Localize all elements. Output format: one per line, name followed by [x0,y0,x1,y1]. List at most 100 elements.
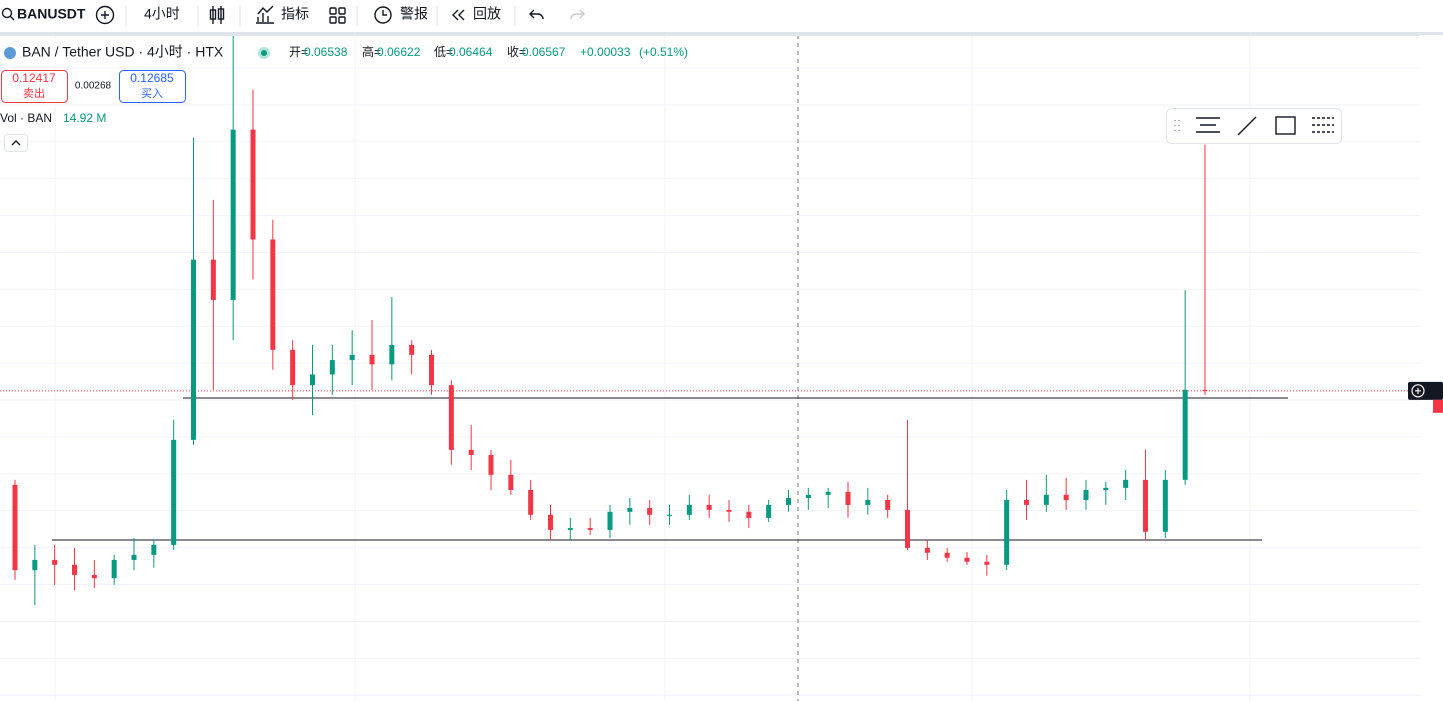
candle-icon [217,8,225,20]
candle-body [1083,489,1089,501]
candle-body [528,489,534,515]
replay-button[interactable]: 回放 [452,6,501,22]
add-symbol[interactable] [95,5,115,25]
fib-tool[interactable] [1312,117,1334,133]
candle-body [290,349,296,386]
candle-body [329,360,335,375]
candle-body [270,239,276,350]
candle-body [250,129,256,240]
add-icon [95,5,115,25]
drag-handle[interactable] [1174,120,1180,131]
add-order-icon [1411,384,1425,398]
candle-body [805,494,811,499]
search-icon [1,7,13,19]
drawing-toolbar [1166,108,1342,144]
add-icon [101,11,109,19]
candle-body [667,514,672,516]
undo-button[interactable] [529,9,544,20]
candle-body [349,354,355,361]
replay-icon [452,9,465,21]
candle-body [567,528,573,530]
candle-body [230,129,236,300]
candle-body [786,498,791,505]
candle-body [1043,494,1049,505]
interval[interactable]: 4小时 [144,6,180,22]
candle-body [210,259,216,300]
candle-body [746,511,752,518]
volume-value: 14.92 M [63,111,106,125]
candle-body [409,344,415,355]
candle-body [72,564,77,575]
add-order-icon [1415,387,1421,394]
chart-style[interactable] [209,6,225,24]
candle-body [448,385,454,450]
candle-body [131,554,137,560]
last-price-tag [1433,399,1443,413]
legend: BAN / Tether USD · 4小时 · HTX 开= 0.06538 … [4,44,688,60]
redo-button[interactable] [570,9,585,20]
candle-body [1123,479,1129,488]
alert-icon [374,6,392,24]
open-value: 0.06538 [304,45,348,59]
layout-icon [329,7,337,15]
candle-body [627,508,633,512]
volume-label: Vol · BAN [0,111,52,125]
candle-body [845,491,851,505]
alert-icon [382,10,387,16]
sell-box [1,70,68,103]
buy-button[interactable]: 0.12685 买入 [119,70,186,103]
candle-body [1103,487,1109,490]
candle-body [191,259,196,440]
open-label: 开= [289,45,308,59]
candle-body [548,514,553,530]
collapse-button[interactable] [4,134,28,152]
layouts-button[interactable] [329,7,346,24]
candle-body [706,504,712,510]
high-value: 0.06622 [377,45,421,59]
candle-icon [209,9,217,20]
candle-body [825,491,831,495]
price-axis [1420,35,1443,701]
drawing-toolbar-box [1166,108,1342,144]
buy-price: 0.12685 [130,71,174,85]
candle-body [310,374,315,386]
candle-body [429,354,434,386]
low-label: 低= [434,45,453,59]
candle-body [111,559,117,579]
rectangle-tool[interactable] [1275,116,1296,135]
status-dot [261,50,267,56]
layout-icon [338,16,346,24]
candle-body [1162,479,1168,532]
collapse-box [4,134,28,152]
horizontal-lines-tool[interactable] [1196,117,1220,133]
legend-title: BAN / Tether USD · 4小时 · HTX [22,44,224,60]
high-label: 高= [362,44,381,59]
price-marker [1408,381,1443,400]
candle-body [1024,500,1029,505]
candle-body [468,449,474,455]
candle-body [905,509,910,548]
candle-body [91,574,97,579]
search-icon [9,15,15,21]
candle-body [1182,389,1188,480]
indicators: 指标 [281,6,309,22]
buy-label: 买入 [141,87,163,100]
trend-line-tool[interactable] [1237,116,1257,136]
close-label: 收= [507,45,526,59]
sell-button[interactable]: 0.12417 卖出 [1,70,68,103]
candle-body [686,504,692,515]
candle-body [12,484,18,571]
candle-body [369,354,375,365]
symbol-search[interactable]: BANUSDT [1,6,86,22]
low-value: 0.06464 [449,45,493,59]
plot [0,35,1408,605]
candle-body [32,559,38,571]
collapse-icon [11,140,21,146]
alerts-button[interactable]: 警报 [374,6,428,24]
candle-body [1004,500,1010,565]
alerts: 警报 [400,6,428,22]
candle-body [171,439,177,545]
indicators-button[interactable]: 指标 [256,5,309,24]
